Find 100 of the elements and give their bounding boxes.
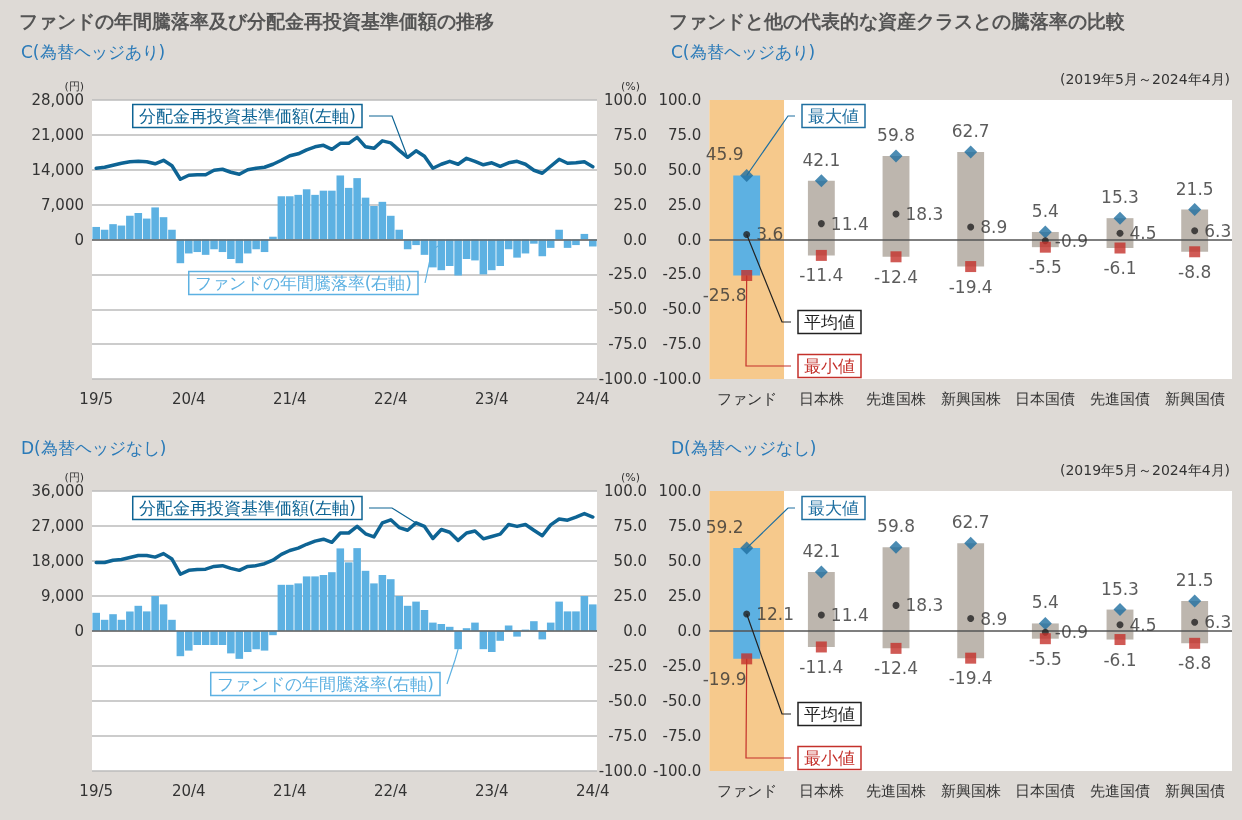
point (1188, 594, 1202, 608)
data-label: 21.5 (1175, 178, 1214, 199)
y-tick-label: -50.0 (662, 300, 702, 319)
data-label: 15.3 (1101, 578, 1139, 599)
x-tick-label: 日本国債 (1015, 390, 1076, 408)
series-label: ファンドの年間騰落率(右軸) (216, 674, 434, 694)
y-tick-label: 50.0 (667, 160, 702, 179)
x-tick-label: 23/4 (474, 390, 509, 408)
x-tick-label: 新興国債 (1164, 390, 1225, 408)
data-label: 18.3 (905, 203, 944, 224)
data-label: 11.4 (830, 213, 869, 234)
x-tick-label: 日本株 (798, 390, 844, 408)
y-tick-label: -25.0 (662, 265, 702, 284)
y2-tick-label: 75.0 (613, 125, 647, 144)
point (964, 145, 978, 159)
x-tick-label: 日本株 (798, 782, 844, 800)
x-tick-label: 先進国債 (1090, 390, 1150, 408)
y2-axis-title: (%) (621, 80, 641, 93)
y-tick-label: 21,000 (31, 125, 84, 144)
y-tick-label: -100.0 (653, 762, 702, 780)
text: 最小値 (804, 748, 855, 768)
y-tick-label: 0 (74, 622, 84, 640)
point (890, 251, 902, 263)
data-label: -11.4 (799, 265, 844, 286)
y2-tick-label: -75.0 (608, 335, 647, 354)
y-tick-label: 75.0 (667, 517, 702, 535)
x-tick-label: 23/4 (474, 782, 509, 800)
point (1191, 618, 1199, 626)
point (817, 220, 825, 228)
data-label: -19.9 (702, 668, 747, 689)
y-tick-label: 18,000 (31, 552, 84, 570)
data-label: 8.9 (980, 217, 1008, 238)
data-label: -8.8 (1178, 261, 1212, 282)
y-axis-title: (円) (64, 80, 84, 93)
point (741, 653, 753, 665)
chart-subtitle: D(為替ヘッジなし) (21, 437, 167, 458)
data-label: -25.8 (702, 285, 747, 306)
point (1188, 203, 1202, 217)
x-tick-label: 21/4 (272, 782, 307, 800)
y-tick-label: 28,000 (31, 91, 84, 109)
x-tick-label: 24/4 (575, 390, 610, 408)
y2-tick-label: 100.0 (604, 482, 647, 500)
point (1114, 242, 1126, 254)
y2-axis-title: (%) (621, 471, 641, 484)
y2-tick-label: -25.0 (608, 265, 647, 284)
point (814, 174, 828, 188)
data-label: 45.9 (705, 144, 744, 165)
y-tick-label: 100.0 (658, 91, 702, 109)
point (1038, 616, 1052, 630)
x-tick-label: 新興国債 (1164, 782, 1225, 800)
y-tick-label: -75.0 (662, 335, 702, 354)
x-tick-label: 先進国株 (866, 390, 927, 408)
data-label: 8.9 (980, 608, 1008, 629)
x-tick-label: 19/5 (79, 390, 114, 408)
chart-title: ファンドの年間騰落率及び分配金再投資基準価額の推移 (19, 9, 494, 32)
data-label: 5.4 (1031, 200, 1059, 221)
y2-tick-label: -25.0 (608, 657, 647, 675)
y-tick-label: 0 (74, 230, 84, 249)
point (964, 536, 978, 550)
data-label: 11.4 (830, 605, 869, 626)
text: 最小値 (804, 356, 855, 376)
data-label: -12.4 (874, 266, 919, 287)
data-label: 5.4 (1031, 592, 1059, 613)
data-label: -6.1 (1103, 258, 1137, 279)
text: 平均値 (804, 312, 855, 332)
x-tick-label: 日本国債 (1015, 782, 1076, 800)
x-tick-label: 先進国債 (1090, 782, 1150, 800)
point (967, 615, 975, 623)
y-tick-label: 25.0 (667, 587, 702, 605)
y-tick-label: 0.0 (677, 622, 702, 640)
y-tick-label: -25.0 (662, 657, 702, 675)
series-label: 分配金再投資基準価額(左軸) (138, 106, 356, 126)
legend-label: 分配金再投資基準価額(左軸) (138, 498, 356, 518)
data-label: 59.2 (705, 517, 744, 538)
data-label: 59.8 (877, 516, 915, 537)
point (890, 642, 902, 654)
data-label: 6.3 (1204, 612, 1232, 633)
point (815, 641, 827, 653)
x-tick-label: 新興国株 (940, 782, 1001, 800)
y-tick-label: 50.0 (667, 552, 702, 570)
data-label: 6.3 (1204, 220, 1232, 241)
chart-subtitle: D(為替ヘッジなし) (671, 437, 817, 458)
point (1113, 211, 1127, 225)
y2-tick-label: 25.0 (613, 195, 647, 214)
x-tick-label: 22/4 (373, 782, 408, 800)
data-label: -11.4 (799, 656, 844, 677)
point (815, 249, 827, 261)
data-label: 15.3 (1101, 187, 1139, 208)
chart-subtitle: C(為替ヘッジあり) (671, 41, 816, 62)
chart-title: ファンドと他の代表的な資産クラスとの騰落率の比較 (669, 9, 1126, 32)
x-tick-label: ファンド (716, 782, 777, 800)
point (965, 261, 977, 273)
point (1114, 634, 1126, 646)
y2-tick-label: -75.0 (608, 727, 647, 745)
x-tick-label: 新興国株 (940, 390, 1001, 408)
point (1189, 246, 1201, 258)
point (967, 223, 975, 231)
y-tick-label: 100.0 (658, 482, 702, 500)
series-label: ファンドの年間騰落率(右軸) (194, 273, 412, 293)
y-tick-label: 75.0 (667, 125, 702, 144)
